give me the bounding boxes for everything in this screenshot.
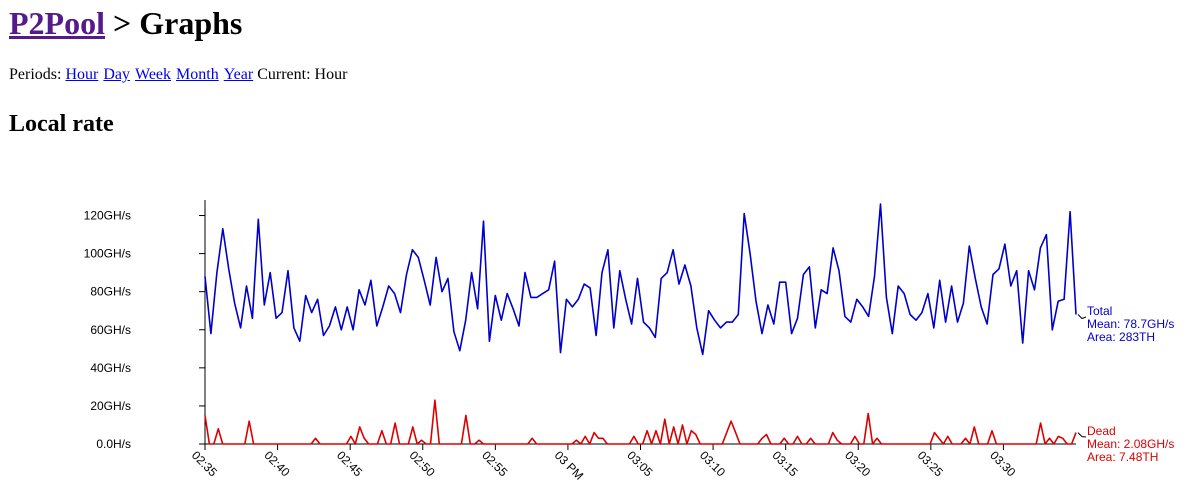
period-link-month[interactable]: Month: [176, 66, 219, 83]
x-tick-label: 02:50: [407, 448, 438, 479]
current-period-label: Current:: [257, 66, 311, 83]
period-link-hour[interactable]: Hour: [65, 66, 99, 83]
x-tick-label: 03:25: [915, 448, 946, 479]
legend-area: Area: 7.48TH: [1087, 450, 1158, 464]
y-tick-label: 40GH/s: [90, 361, 131, 375]
legend-series-name: Total: [1087, 304, 1112, 318]
legend-series-name: Dead: [1087, 424, 1116, 438]
section-title: Local rate: [9, 111, 114, 137]
periods-label: Periods:: [9, 66, 62, 83]
title-separator: >: [104, 5, 140, 41]
x-tick-label: 03 PM: [552, 448, 586, 482]
series-line-total: [204, 203, 1077, 356]
y-tick-label: 20GH/s: [90, 399, 131, 413]
x-tick-label: 02:45: [334, 448, 365, 479]
period-link-week[interactable]: Week: [135, 66, 172, 83]
home-link[interactable]: P2Pool: [9, 5, 105, 41]
period-link-day[interactable]: Day: [103, 66, 130, 83]
y-tick-label: 100GH/s: [84, 247, 131, 261]
page-title: P2Pool > Graphs: [9, 0, 242, 46]
y-tick-label: 60GH/s: [90, 323, 131, 337]
x-tick-label: 03:05: [624, 448, 655, 479]
x-tick-label: 03:10: [697, 448, 728, 479]
legend-mean: Mean: 2.08GH/s: [1087, 437, 1174, 451]
legend-mean: Mean: 78.7GH/s: [1087, 317, 1174, 331]
legend-leader-dead: [1077, 432, 1087, 438]
x-tick-label: 03:15: [770, 448, 801, 479]
series-line-dead: [204, 399, 1077, 445]
title-page: Graphs: [139, 5, 243, 41]
x-tick-label: 02:35: [189, 448, 220, 479]
current-period-value: Hour: [314, 66, 348, 83]
periods-bar: Periods: Hour Day Week Month Year Current: Ho…: [9, 66, 347, 84]
x-tick-label: 03:20: [842, 448, 873, 479]
x-tick-label: 03:30: [987, 448, 1018, 479]
x-tick-label: 02:55: [479, 448, 510, 479]
y-tick-label: 120GH/s: [84, 209, 131, 223]
period-link-year[interactable]: Year: [223, 66, 254, 83]
y-tick-label: 80GH/s: [90, 285, 131, 299]
legend-area: Area: 283TH: [1087, 330, 1155, 344]
legend-leader-total: [1077, 314, 1087, 320]
x-tick-label: 02:40: [261, 448, 292, 479]
y-tick-label: 0.0H/s: [96, 437, 131, 451]
